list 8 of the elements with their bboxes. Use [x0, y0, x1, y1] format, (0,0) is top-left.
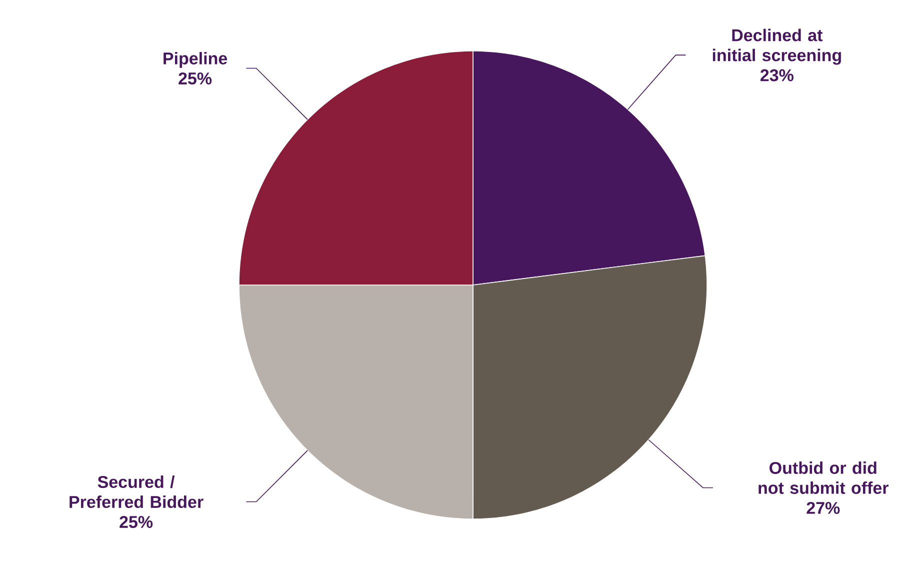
slice-label: Pipeline	[164, 52, 228, 68]
data-label: 25%	[120, 516, 153, 528]
slice-label: Outbid or did not submit offer	[758, 462, 889, 494]
data-label: 25%	[178, 72, 212, 84]
slice-label: Declined at initial screening	[712, 28, 841, 65]
data-label: 23%	[760, 69, 794, 82]
slice-label: Secured / Preferred Bidder	[70, 476, 204, 508]
data-label: 27%	[806, 502, 840, 514]
